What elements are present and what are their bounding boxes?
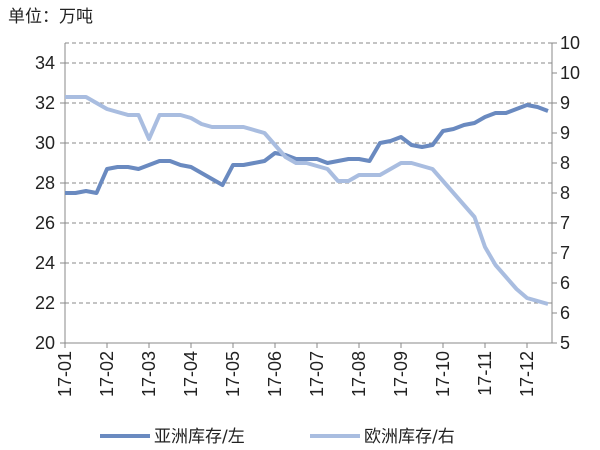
y-tick-label: 26 [35,213,55,233]
y-tick-label: 34 [35,53,55,73]
y-tick-label: 22 [35,293,55,313]
x-tick-label: 17-01 [55,351,75,397]
x-tick-label: 17-11 [475,351,495,396]
y2-tick-label: 9 [560,93,570,113]
unit-label: 单位：万吨 [8,7,93,27]
x-tick-label: 17-02 [97,351,117,397]
y2-tick-label: 10 [560,63,580,83]
y2-tick-label: 6 [560,303,570,323]
x-tick-label: 17-12 [517,351,537,397]
y-tick-label: 30 [35,133,55,153]
y2-tick-label: 7 [560,213,570,233]
y2-tick-label: 8 [560,183,570,203]
y2-tick-label: 6 [560,273,570,293]
x-tick-label: 17-07 [307,351,327,397]
x-tick-label: 17-04 [181,351,201,397]
x-tick-label: 17-05 [223,351,243,397]
x-tick-label: 17-08 [349,351,369,397]
y2-tick-label: 7 [560,243,570,263]
y-tick-label: 20 [35,333,55,353]
legend-label: 欧洲库存/右 [364,427,455,447]
series-line [65,103,549,195]
series-line [65,95,549,306]
legend-label: 亚洲库存/左 [154,427,245,447]
y2-tick-label: 8 [560,153,570,173]
y2-tick-label: 10 [560,33,580,53]
x-tick-label: 17-09 [391,351,411,397]
x-tick-label: 17-10 [433,351,453,397]
y-tick-label: 24 [35,253,55,273]
y-tick-label: 28 [35,173,55,193]
x-tick-label: 17-03 [139,351,159,397]
y-tick-label: 32 [35,93,55,113]
y2-tick-label: 5 [560,333,570,353]
x-tick-label: 17-06 [265,351,285,397]
y2-tick-label: 9 [560,123,570,143]
